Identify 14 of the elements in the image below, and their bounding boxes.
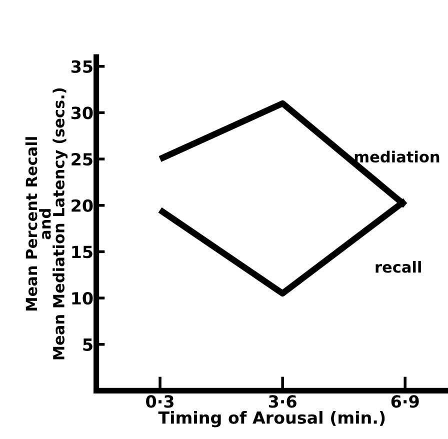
x-tick-label: 6·9 xyxy=(391,395,419,408)
y-tick-label: 5 xyxy=(83,338,92,351)
y-axis-title: Mean Percent Recall and Mean Mediation Latency (secs.) xyxy=(25,88,68,360)
series-label: recall xyxy=(376,260,421,273)
y-tick-label: 10 xyxy=(72,292,93,305)
x-tick-label: 3·6 xyxy=(268,395,296,408)
y-tick-label: 20 xyxy=(72,199,93,212)
y-tick-label: 15 xyxy=(72,246,92,258)
y-tick-label: 30 xyxy=(71,106,93,120)
y-tick-label: 25 xyxy=(72,152,92,166)
x-axis-title: Timing of Arousal (min.) xyxy=(158,411,385,428)
series-label: mediation xyxy=(354,150,440,163)
x-tick-label: 0·3 xyxy=(146,395,174,408)
y-tick-label: 35 xyxy=(71,60,92,73)
